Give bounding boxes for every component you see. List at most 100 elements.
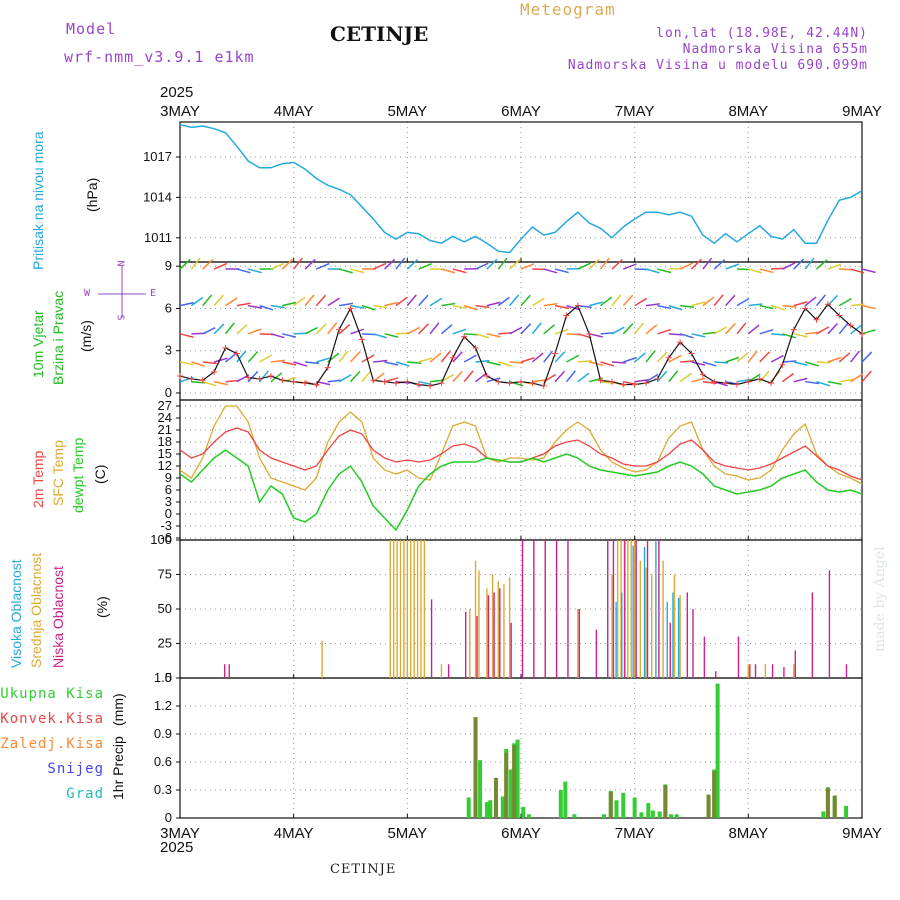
wind-arrow <box>179 361 194 366</box>
wind-arrow <box>315 294 327 307</box>
station-title: CETINJE <box>330 22 429 46</box>
wind-arrow <box>566 304 581 311</box>
wind-arrow <box>622 294 634 307</box>
wind-arrow <box>373 359 388 363</box>
wind-arrow <box>781 372 795 383</box>
wind-arrow <box>771 333 786 336</box>
wind-gust-mark <box>233 350 240 357</box>
wind-arrow <box>838 322 849 335</box>
wind-arrow <box>429 322 440 335</box>
wind-arrow <box>588 258 600 270</box>
wind-arrow <box>361 370 372 383</box>
wind-arrow <box>668 370 679 383</box>
year-bottom: 2025 <box>160 839 194 856</box>
wind-arrow <box>690 258 702 270</box>
wind-arrow <box>270 262 285 270</box>
wind-arrow <box>736 352 749 363</box>
wind-arrow <box>304 326 318 335</box>
wind-arrow <box>441 302 456 307</box>
wind-arrow <box>634 297 648 307</box>
wind-arrow <box>418 357 433 363</box>
y-tick-label: 0.6 <box>154 754 172 769</box>
wind-arrow <box>554 268 569 274</box>
wind-arrow <box>748 303 763 307</box>
wind-arrow <box>258 370 269 383</box>
wind-arrow <box>429 297 443 307</box>
y-tick-label: 3 <box>165 494 172 509</box>
wind-arrow <box>418 294 429 307</box>
wind-arrow <box>486 361 501 366</box>
y-tick-label: -3 <box>160 518 172 533</box>
wind-gust-mark <box>756 375 763 382</box>
y-tick-label: -6 <box>160 530 172 545</box>
wind-arrow <box>691 333 706 338</box>
wind-gust-mark <box>699 371 706 378</box>
model-altitude-label: Nadmorska Visina u modelu 690.099m <box>567 58 868 73</box>
total-precip-bar <box>646 803 651 818</box>
wind-arrow <box>804 257 815 270</box>
total-precip-bar <box>621 792 626 818</box>
y-tick-label: 75 <box>158 567 172 582</box>
wind-arrow <box>747 373 761 383</box>
wind-arrow <box>406 326 421 335</box>
wind-arrow <box>384 377 399 383</box>
wind-arrow <box>236 350 247 363</box>
wind-arrow <box>838 352 851 363</box>
wind-arrow <box>815 294 826 307</box>
wind-arrow <box>532 379 547 383</box>
wind-arrow <box>827 323 838 335</box>
wind-arrow <box>202 294 213 307</box>
x-tick-label-bottom: 9MAY <box>842 825 882 842</box>
wind-arrow <box>531 322 542 335</box>
wind-arrow <box>679 333 694 339</box>
wind-arrow <box>384 301 399 307</box>
wind-arrow <box>384 333 399 338</box>
x-tick-label-bottom: 5MAY <box>387 825 427 842</box>
legend-frz-rain: Zaledj.Kisa <box>0 736 104 752</box>
wind-arrow <box>395 361 410 367</box>
wind-gust-mark <box>688 350 695 357</box>
wind-arrow <box>816 259 828 270</box>
wind-arrow <box>247 328 262 335</box>
wind-arrow <box>509 259 521 270</box>
wind-arrow <box>304 361 320 365</box>
wind-arrow <box>622 323 634 335</box>
wind-arrow <box>861 304 876 310</box>
wind-arrow <box>566 354 580 363</box>
wind-arrow <box>373 333 387 339</box>
wind-arrow <box>861 329 876 335</box>
conv-precip-bar <box>712 771 717 818</box>
wind-arrow <box>236 302 251 307</box>
total-precip-bar <box>715 683 720 818</box>
wind-arrow <box>191 361 205 367</box>
total-precip-bar <box>650 810 655 818</box>
wind-gust-mark <box>643 380 650 387</box>
wind-arrow <box>282 361 297 366</box>
wind-gust-mark <box>313 381 320 388</box>
wind-arrow <box>339 302 354 307</box>
meteogram-title: Meteogram <box>520 0 616 19</box>
wind-arrow <box>645 373 659 383</box>
wind-arrow <box>691 377 706 383</box>
total-precip-bar <box>674 814 679 818</box>
wind-arrow <box>395 257 406 270</box>
wind-arrow <box>577 372 590 383</box>
wind-arrow <box>520 323 532 335</box>
wind-arrow <box>270 333 285 339</box>
wind-arrow <box>554 370 566 383</box>
wind-arrow <box>316 357 331 363</box>
wind-arrow <box>213 380 228 386</box>
wind-arrow <box>759 268 774 274</box>
wind-arrow <box>554 351 566 363</box>
compass-e: E <box>150 288 157 299</box>
wind-arrow <box>384 258 396 270</box>
conv-precip-bar <box>663 785 668 818</box>
wind-arrow <box>736 322 747 335</box>
wind-gust-mark <box>483 373 490 380</box>
x-tick-label-bottom: 3MAY <box>160 825 200 842</box>
wind-arrow <box>418 263 432 270</box>
wind-arrow <box>816 326 830 335</box>
wind-arrow <box>850 350 860 363</box>
wind-gust-mark <box>449 354 456 361</box>
